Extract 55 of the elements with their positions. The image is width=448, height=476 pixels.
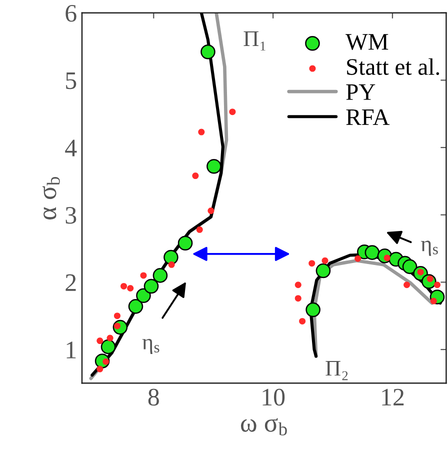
x-tick-label: 8 xyxy=(148,388,159,406)
point xyxy=(152,268,168,283)
point xyxy=(354,255,362,262)
point xyxy=(434,282,441,288)
point xyxy=(196,226,203,233)
point xyxy=(178,236,193,251)
point xyxy=(102,358,110,365)
point xyxy=(144,278,159,294)
legend-label: PY xyxy=(346,84,376,100)
point xyxy=(96,366,104,372)
point xyxy=(127,284,134,292)
point xyxy=(140,272,147,279)
point xyxy=(198,128,205,136)
legend-label: WM xyxy=(346,34,388,50)
point xyxy=(100,339,116,354)
point xyxy=(206,158,222,174)
point xyxy=(96,338,104,344)
point xyxy=(200,44,216,60)
point xyxy=(402,259,418,274)
point xyxy=(306,302,320,318)
point xyxy=(229,108,236,116)
x-tick-label: 12 xyxy=(382,388,404,406)
point xyxy=(114,312,120,320)
point xyxy=(106,334,114,342)
point xyxy=(128,299,144,314)
point xyxy=(164,250,178,265)
y-tick-label: 2 xyxy=(66,274,76,291)
point xyxy=(192,172,199,180)
point xyxy=(294,282,302,288)
legend-label: Statt et al. xyxy=(347,58,440,76)
y-tick-label: 4 xyxy=(65,140,77,156)
annotation: Π₁ xyxy=(244,31,266,50)
point xyxy=(316,263,331,278)
x-tick-label: 10 xyxy=(262,388,285,406)
point xyxy=(120,282,128,290)
y-axis-title: α σ$_{b}$ xyxy=(42,177,60,220)
point xyxy=(208,208,214,214)
y-tick-label: 6 xyxy=(66,4,76,22)
y-tick-label: 3 xyxy=(66,206,76,224)
legend-label: RFA xyxy=(346,109,390,125)
y-tick-label: 5 xyxy=(66,72,76,90)
point xyxy=(168,261,175,268)
point xyxy=(404,282,410,288)
point xyxy=(308,260,316,267)
point xyxy=(430,298,437,304)
annotation: η$_{s}$ xyxy=(420,240,438,256)
point xyxy=(299,318,306,324)
x-axis-title: ω σ$_{b}$ xyxy=(240,418,287,436)
point xyxy=(322,257,328,264)
point xyxy=(136,288,151,304)
point xyxy=(364,245,380,260)
y-tick-label: 1 xyxy=(66,342,76,358)
annotation: Π₂ xyxy=(326,361,348,380)
point xyxy=(294,295,302,302)
annotation: η$_{s}$ xyxy=(142,338,160,354)
